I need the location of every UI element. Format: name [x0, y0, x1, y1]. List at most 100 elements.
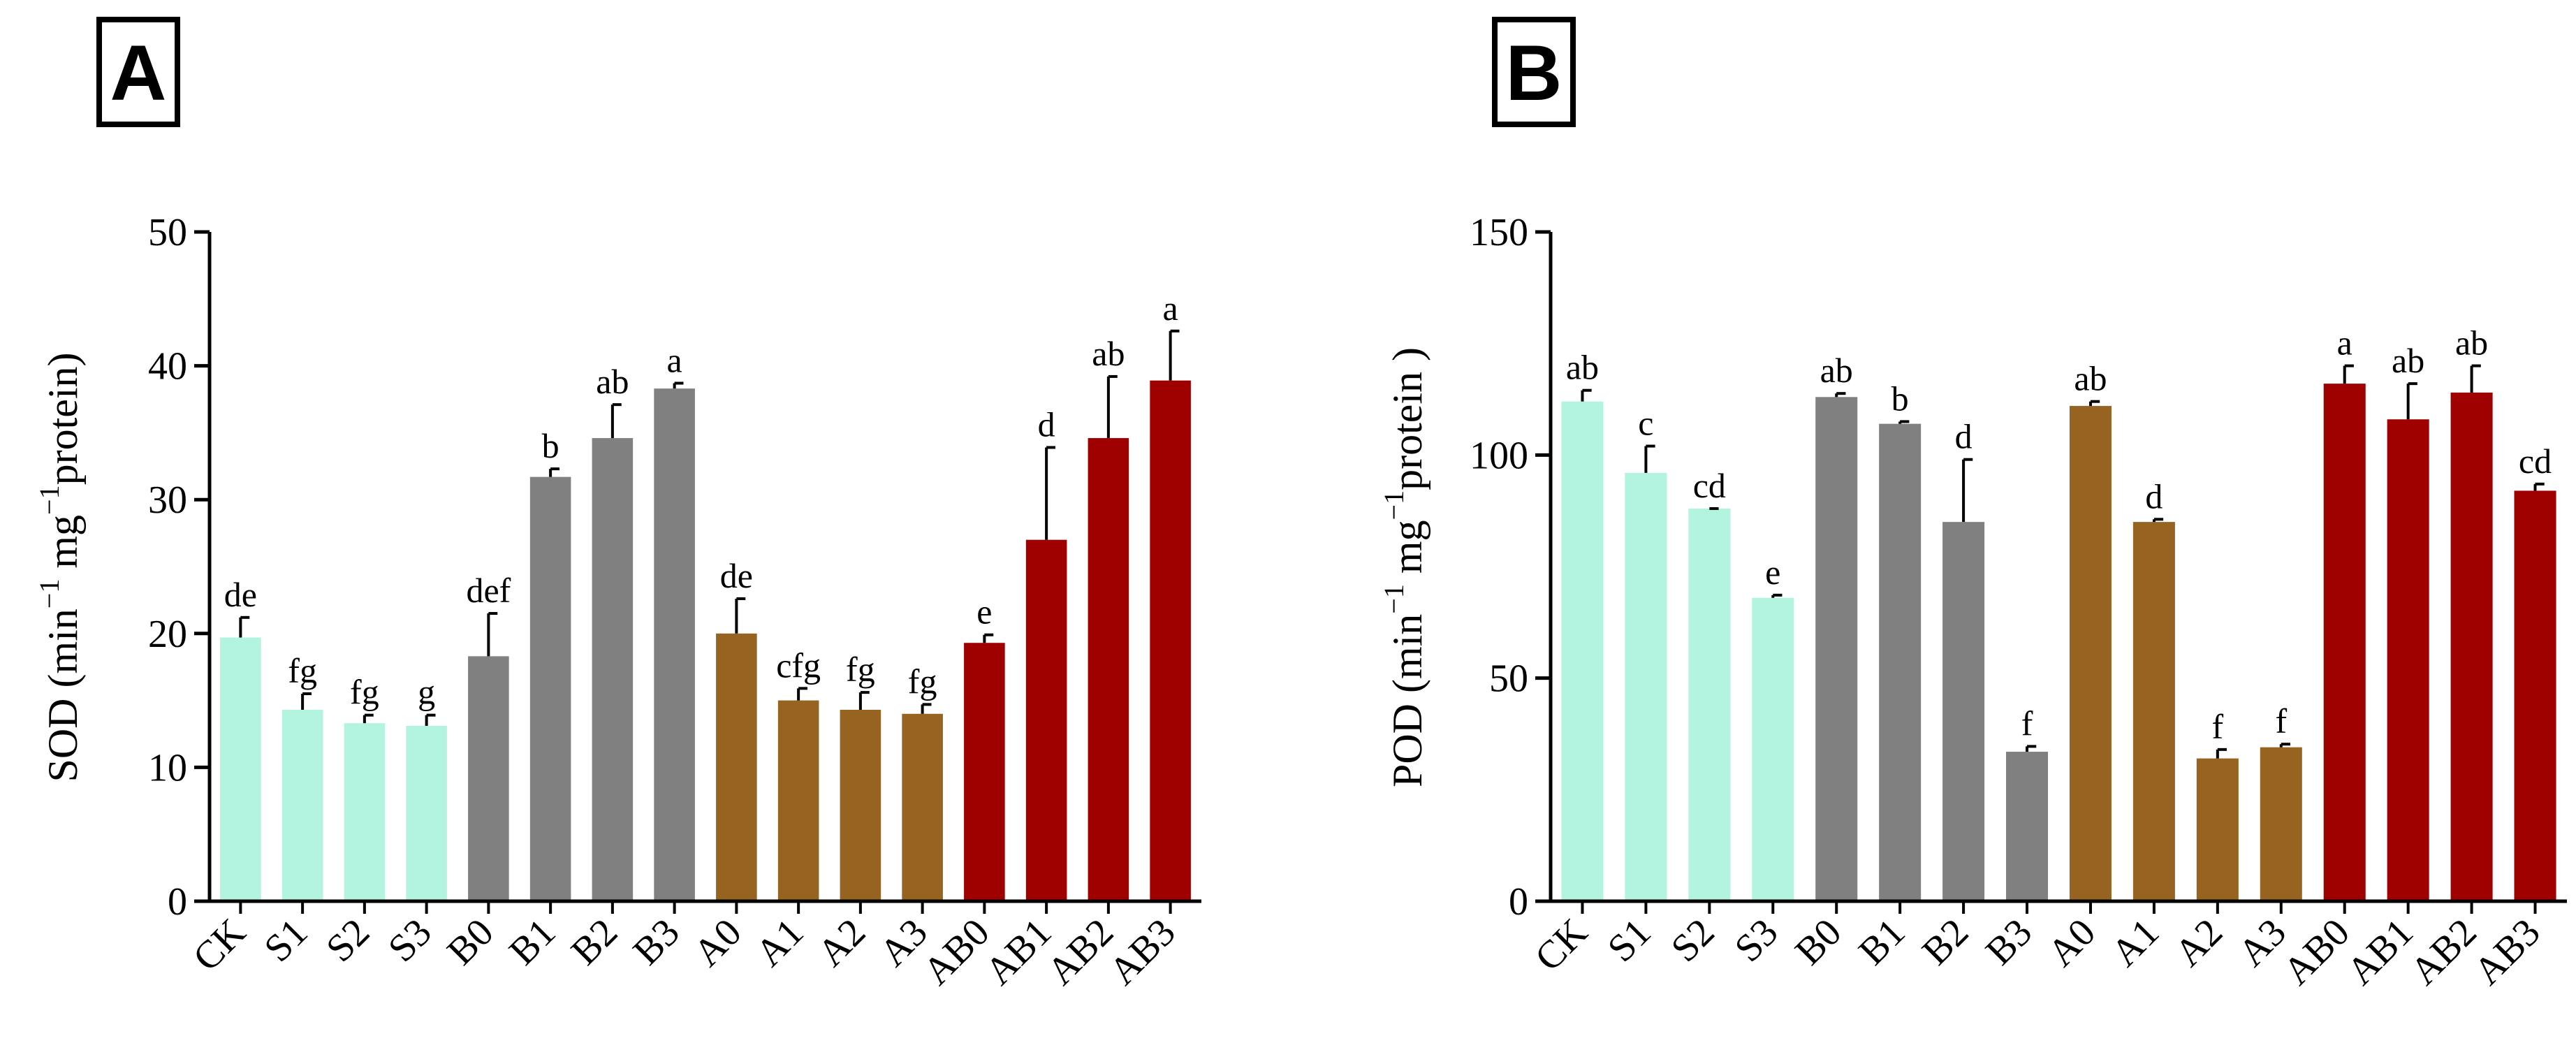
bar-a0	[2069, 406, 2112, 901]
bar-a2	[2196, 758, 2239, 901]
x-tick-label-b2: B2	[1914, 910, 1977, 973]
x-tick-label-ab3: AB3	[2466, 910, 2549, 993]
bar-ck	[220, 637, 261, 901]
y-tick-label: 0	[1509, 880, 1528, 924]
x-tick-label-a0: A0	[2040, 910, 2104, 975]
panel-label: A	[110, 29, 167, 117]
bar-s1	[1625, 472, 1667, 901]
significance-letter-a1: d	[2145, 476, 2162, 516]
significance-letter-a3: fg	[908, 662, 937, 701]
bar-ab1	[1025, 539, 1067, 901]
bar-b1	[529, 476, 571, 901]
significance-letter-s1: fg	[288, 651, 317, 690]
y-axis-title-unit: mg	[1384, 520, 1430, 584]
bar-ab0	[2323, 384, 2366, 901]
significance-letter-ab1: ab	[2392, 341, 2424, 380]
bar-ab0	[964, 643, 1005, 901]
significance-letter-a3: f	[2275, 701, 2287, 741]
significance-letter-ab0: e	[976, 592, 992, 632]
x-tick-label-ab1: AB1	[2339, 910, 2422, 993]
significance-letter-a2: f	[2212, 707, 2224, 746]
y-axis-title-unit: (min	[40, 608, 86, 687]
significance-letter-ab0: a	[2337, 323, 2352, 363]
y-tick-label: 50	[148, 211, 187, 254]
bar-ab1	[2387, 419, 2429, 901]
significance-letter-s2: fg	[350, 673, 379, 712]
x-tick-label-b1: B1	[1850, 910, 1913, 973]
significance-letter-ck: de	[224, 575, 257, 614]
bar-b1	[1879, 423, 1922, 901]
y-axis-title: POD (min−1 mg−1protein )	[1378, 347, 1430, 787]
y-axis-title-unit: mg	[40, 515, 86, 579]
y-tick-label: 10	[148, 746, 187, 789]
bar-s2	[1688, 508, 1731, 901]
y-axis-title-unit: protein )	[1384, 347, 1430, 490]
bar-b0	[468, 656, 509, 901]
x-tick-label-ab0: AB0	[2275, 910, 2358, 993]
significance-letter-b0: def	[466, 571, 511, 610]
significance-letter-b0: ab	[1820, 351, 1853, 390]
panel-label-box	[96, 17, 180, 127]
y-axis-title-sup: −1	[1378, 584, 1410, 614]
y-axis-title-sup: −1	[1378, 490, 1410, 520]
x-tick-label-a0: A0	[685, 910, 749, 975]
bar-a3	[2260, 747, 2302, 901]
x-tick-label-ab0: AB0	[915, 910, 998, 993]
x-tick-label-b3: B3	[625, 910, 688, 973]
bar-ab3	[1150, 380, 1191, 901]
bar-ab2	[2450, 392, 2493, 901]
bar-b2	[1942, 522, 1985, 901]
x-tick-label-ab1: AB1	[977, 910, 1060, 993]
bar-ab2	[1088, 438, 1129, 901]
bar-b3	[2006, 752, 2049, 901]
bar-a1	[2132, 522, 2175, 901]
y-axis-title: SOD (min−1 mg−1protein)	[34, 352, 86, 782]
x-tick-label-b1: B1	[501, 910, 564, 973]
x-tick-label-s1: S1	[1600, 910, 1660, 970]
bar-ck	[1561, 401, 1604, 901]
significance-letter-s3: e	[1765, 553, 1780, 592]
y-axis-title-sup: −1	[34, 579, 65, 609]
significance-letter-ab3: a	[1163, 289, 1178, 328]
y-axis-title-unit: (min	[1384, 614, 1430, 693]
bar-a1	[777, 700, 819, 901]
x-tick-label-a2: A2	[2167, 910, 2231, 975]
x-tick-label-s1: S1	[256, 910, 316, 970]
significance-letter-ab1: d	[1038, 404, 1055, 444]
y-tick-label: 100	[1470, 434, 1528, 477]
bar-s3	[406, 726, 447, 901]
x-tick-label-ab3: AB3	[1101, 910, 1184, 993]
significance-letter-b1: b	[1891, 379, 1909, 418]
significance-letter-s3: g	[418, 673, 435, 712]
y-axis-title-base: POD	[1384, 693, 1430, 787]
significance-letter-ab2: ab	[1092, 334, 1125, 373]
panel-label-box	[1492, 17, 1576, 127]
y-tick-label: 50	[1489, 657, 1528, 701]
y-tick-label: 20	[148, 613, 187, 656]
x-tick-label-ck: CK	[1527, 910, 1596, 979]
y-tick-label: 0	[168, 880, 187, 924]
x-tick-label-a1: A1	[2103, 910, 2167, 975]
significance-letter-b3: f	[2021, 704, 2033, 743]
bar-s2	[344, 723, 386, 901]
bar-s3	[1752, 597, 1794, 901]
significance-letter-b2: d	[1955, 417, 1973, 456]
significance-letter-b2: ab	[596, 362, 629, 401]
significance-letter-ab3: cd	[2519, 442, 2552, 481]
significance-letter-a0: de	[720, 556, 753, 595]
bar-ab3	[2514, 490, 2556, 901]
bar-b0	[1815, 397, 1858, 901]
bar-b3	[654, 388, 695, 901]
x-tick-label-ab2: AB2	[2402, 910, 2485, 993]
x-tick-label-s2: S2	[1663, 910, 1723, 970]
x-tick-label-s3: S3	[1727, 910, 1787, 970]
panel-label: B	[1506, 29, 1563, 117]
x-tick-label-ck: CK	[185, 910, 254, 979]
x-tick-label-a1: A1	[747, 910, 812, 975]
bar-a0	[716, 633, 757, 901]
significance-letter-s1: c	[1638, 404, 1653, 443]
bar-b2	[592, 438, 634, 901]
